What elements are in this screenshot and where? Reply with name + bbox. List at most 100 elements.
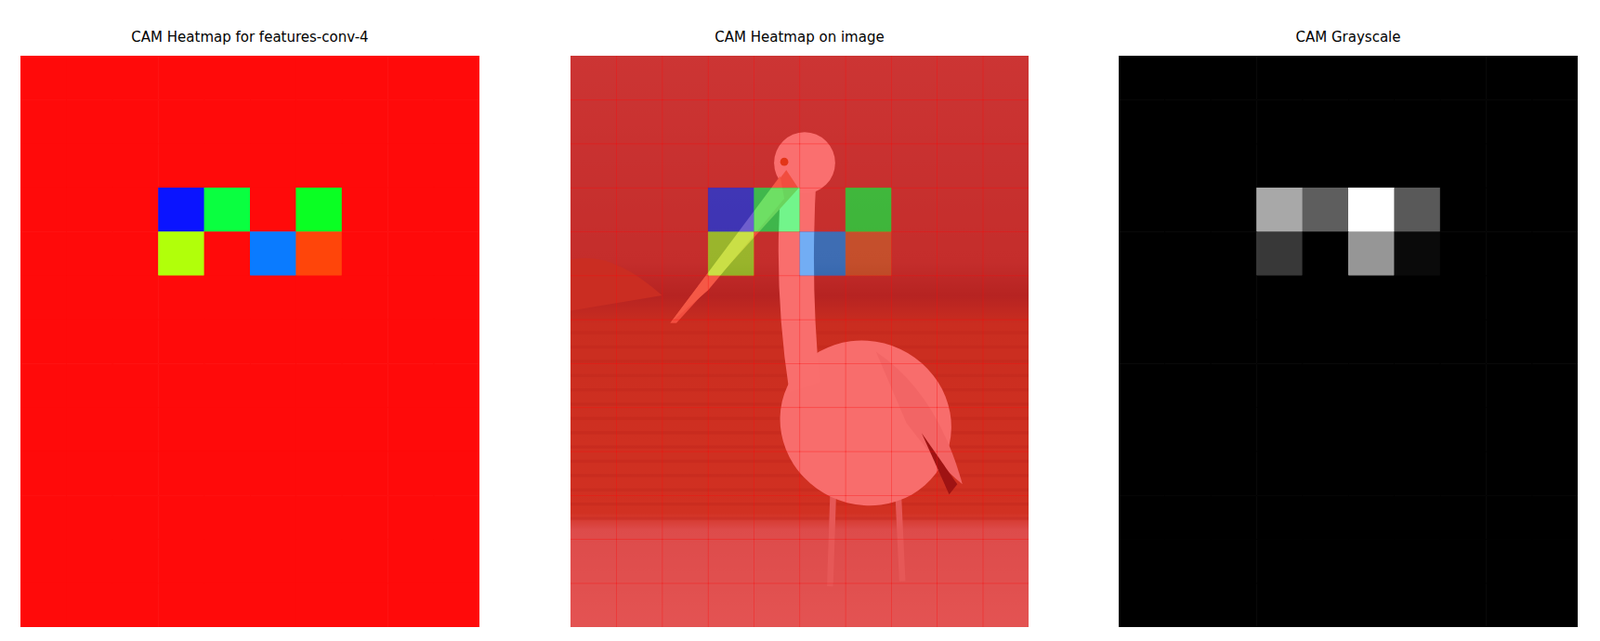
heat-cell: [1118, 99, 1166, 145]
heat-cell: [249, 538, 297, 584]
heat-cell: [249, 231, 297, 276]
heat-cell: [616, 231, 663, 276]
heat-cell: [1302, 538, 1350, 584]
heat-cell: [1532, 275, 1578, 321]
heat-cell: [1440, 451, 1487, 497]
heat-cell: [1118, 495, 1166, 540]
heat-cell: [20, 144, 67, 189]
heat-cell: [936, 99, 984, 145]
heat-cell: [753, 451, 800, 497]
heat-cell: [157, 55, 205, 101]
heat-cell: [800, 319, 847, 365]
heat-cell: [65, 583, 113, 628]
heat-cell: [891, 406, 938, 452]
heat-cell: [753, 144, 800, 189]
heat-cell: [662, 451, 709, 497]
heat-cell: [616, 538, 663, 584]
cells: [570, 55, 1029, 628]
heat-cell: [1256, 363, 1303, 408]
figure: CAM Heatmap for features-conv-4CAM Heatm…: [0, 0, 1600, 641]
heat-cell: [891, 99, 938, 145]
heat-cell: [800, 451, 847, 497]
heat-cell: [1440, 144, 1487, 189]
heat-cell: [1348, 231, 1395, 276]
heat-cell: [249, 495, 297, 540]
heat-cell: [708, 363, 755, 408]
heat-cell: [570, 495, 617, 540]
heat-cell: [1348, 275, 1395, 321]
heat-cell: [570, 363, 617, 408]
heat-cell: [65, 451, 113, 497]
heat-cell: [20, 538, 67, 584]
heat-cell: [1210, 187, 1258, 233]
heat-cell: [1348, 55, 1395, 101]
heat-cell: [341, 187, 389, 233]
heat-cell: [616, 275, 663, 321]
heat-cell: [570, 55, 617, 101]
heat-cell: [433, 231, 480, 276]
heat-cell: [891, 538, 938, 584]
heat-cell: [800, 144, 847, 189]
heat-cell: [1302, 55, 1350, 101]
heat-cell: [249, 363, 297, 408]
heat-cell: [112, 275, 159, 321]
heat-cell: [891, 583, 938, 628]
heat-cell: [1393, 583, 1441, 628]
heat-cell: [570, 275, 617, 321]
heat-cell: [1256, 99, 1303, 145]
heat-cell: [1256, 406, 1303, 452]
panel: CAM Heatmap on image: [570, 28, 1030, 629]
heat-cell: [1532, 406, 1578, 452]
heat-cell: [983, 55, 1029, 101]
heat-cell: [249, 451, 297, 497]
heat-cell: [662, 275, 709, 321]
heat-cell: [387, 319, 434, 365]
heat-cell: [341, 538, 389, 584]
heat-cell: [1393, 495, 1441, 540]
heat-cell: [753, 495, 800, 540]
heat-cell: [157, 406, 205, 452]
heat-cell: [708, 319, 755, 365]
heat-cell: [1164, 99, 1211, 145]
heat-cell: [1164, 538, 1211, 584]
heat-cell: [112, 406, 159, 452]
heat-cell: [616, 451, 663, 497]
heat-cell: [341, 231, 389, 276]
heat-cell: [570, 99, 617, 145]
heat-cell: [295, 187, 342, 233]
heat-cell: [1256, 55, 1303, 101]
heat-cell: [1164, 495, 1211, 540]
heat-cell: [662, 99, 709, 145]
heat-cell: [112, 451, 159, 497]
heat-cell: [295, 538, 342, 584]
heat-cell: [112, 187, 159, 233]
heat-cell: [1485, 187, 1533, 233]
heat-cell: [20, 231, 67, 276]
heat-cell: [1348, 144, 1395, 189]
heat-cell: [891, 319, 938, 365]
heat-cell: [616, 363, 663, 408]
heat-cell: [891, 187, 938, 233]
heat-cell: [1348, 583, 1395, 628]
heat-cell: [65, 319, 113, 365]
heat-cell: [891, 363, 938, 408]
heat-cell: [157, 231, 205, 276]
heat-cell: [1118, 144, 1166, 189]
heat-cell: [753, 55, 800, 101]
heat-cell: [341, 275, 389, 321]
heat-cell: [1485, 583, 1533, 628]
heat-cell: [1440, 583, 1487, 628]
heat-cell: [1118, 231, 1166, 276]
heat-cell: [616, 187, 663, 233]
heat-cell: [295, 583, 342, 628]
heat-cell: [983, 231, 1029, 276]
heat-cell: [662, 363, 709, 408]
heat-cell: [1302, 583, 1350, 628]
heat-cell: [1485, 99, 1533, 145]
heat-cell: [1164, 451, 1211, 497]
heat-cell: [249, 55, 297, 101]
heat-cell: [800, 363, 847, 408]
heat-cell: [1302, 275, 1350, 321]
heat-cell: [983, 144, 1029, 189]
heat-cell: [65, 495, 113, 540]
